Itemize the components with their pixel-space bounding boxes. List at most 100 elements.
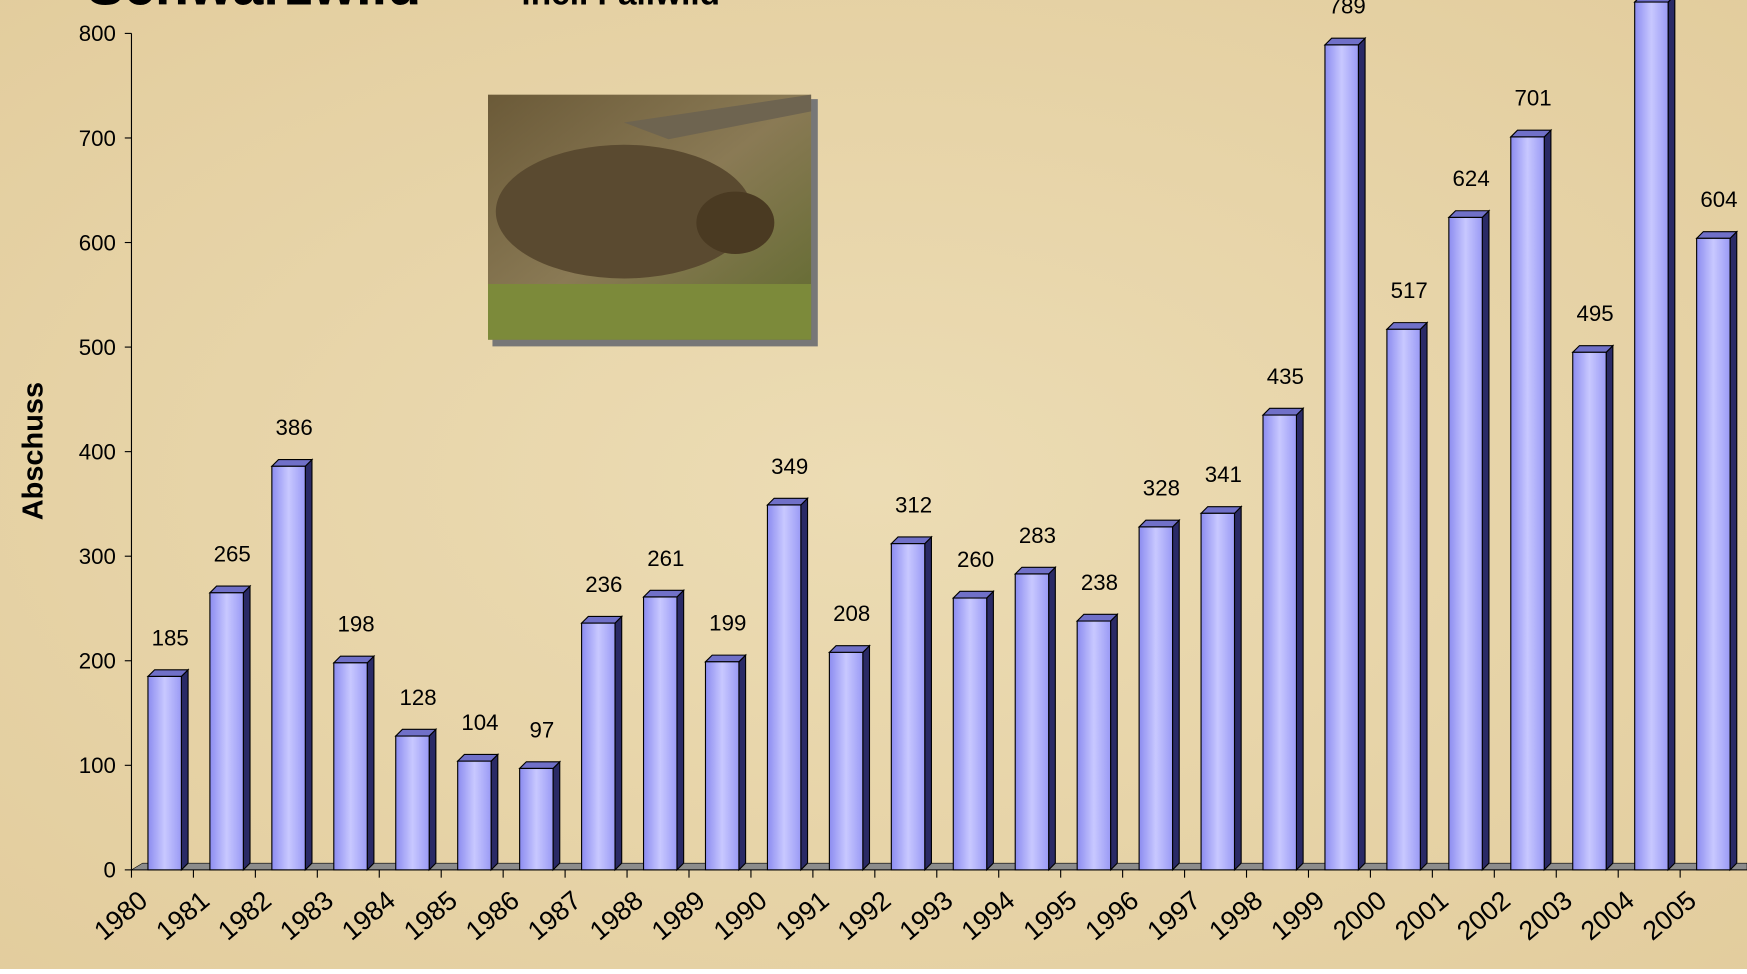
value-label: 604 xyxy=(1700,187,1737,212)
y-tick-label: 600 xyxy=(79,230,116,255)
bar-side xyxy=(491,754,498,869)
bar-top xyxy=(396,729,436,736)
bar xyxy=(953,598,986,870)
bar-side xyxy=(181,670,188,870)
bar-top xyxy=(644,590,684,597)
bar-side xyxy=(1668,0,1675,870)
bar xyxy=(829,652,862,869)
bar-top xyxy=(1449,211,1489,218)
bar xyxy=(458,761,491,870)
value-label: 199 xyxy=(709,611,746,636)
bar-side xyxy=(1358,38,1365,870)
y-tick-label: 400 xyxy=(79,439,116,464)
value-label: 97 xyxy=(530,717,555,742)
chart-subtitle: incl. Fallwild xyxy=(521,0,720,12)
bar-side xyxy=(1606,346,1613,870)
bar xyxy=(396,736,429,870)
bar-side xyxy=(925,537,932,870)
bar xyxy=(582,623,615,870)
bar-top xyxy=(1573,346,1613,353)
value-label: 328 xyxy=(1143,476,1180,501)
bar xyxy=(1573,352,1606,870)
bar xyxy=(1511,137,1544,870)
bar xyxy=(1635,2,1668,870)
value-label: 208 xyxy=(833,601,870,626)
bar-side xyxy=(987,591,994,870)
bar xyxy=(210,593,243,870)
bar-top xyxy=(1139,520,1179,527)
y-tick-label: 700 xyxy=(79,126,116,151)
bar xyxy=(520,768,553,869)
bar-top xyxy=(148,670,188,677)
bar-side xyxy=(677,590,684,870)
bar-side xyxy=(243,586,250,870)
y-tick-label: 300 xyxy=(79,544,116,569)
bar xyxy=(1263,415,1296,870)
bar-side xyxy=(1296,408,1303,870)
bar xyxy=(1449,217,1482,869)
bar xyxy=(767,505,800,870)
page: {"chart_data": {"type": "bar", "title": … xyxy=(0,0,1747,969)
bar-side xyxy=(801,498,808,870)
value-label: 261 xyxy=(647,546,684,571)
bar-top xyxy=(334,656,374,663)
bar-top xyxy=(953,591,993,598)
bar-top xyxy=(210,586,250,593)
bar-top xyxy=(705,655,745,662)
bar-side xyxy=(429,729,436,870)
bar xyxy=(1697,238,1730,870)
value-label: 349 xyxy=(771,454,808,479)
bar-top xyxy=(1511,130,1551,137)
value-label: 517 xyxy=(1391,278,1428,303)
value-label: 185 xyxy=(152,625,189,650)
bar-side xyxy=(1234,507,1241,870)
bar xyxy=(644,597,677,870)
bar-top xyxy=(1325,38,1365,45)
bar-top xyxy=(829,646,869,653)
value-label: 341 xyxy=(1205,462,1242,487)
bar-top xyxy=(520,762,560,769)
value-label: 701 xyxy=(1515,86,1552,111)
value-label: 260 xyxy=(957,547,994,572)
bar-top xyxy=(1201,507,1241,514)
value-label: 312 xyxy=(895,492,932,517)
y-tick-label: 500 xyxy=(79,335,116,360)
bar-side xyxy=(553,762,560,870)
bar xyxy=(1015,574,1048,870)
bar xyxy=(272,466,305,870)
y-tick-label: 100 xyxy=(79,753,116,778)
y-tick-label: 0 xyxy=(103,858,115,883)
bar-side xyxy=(1173,520,1180,870)
bar-top xyxy=(1697,232,1737,239)
value-label: 198 xyxy=(338,612,375,637)
bar-side xyxy=(1730,232,1737,870)
value-label: 495 xyxy=(1576,301,1613,326)
value-label: 128 xyxy=(399,685,436,710)
value-label: 435 xyxy=(1267,364,1304,389)
value-label: 789 xyxy=(1329,0,1366,19)
bar-side xyxy=(1049,567,1056,870)
bar-top xyxy=(1015,567,1055,574)
y-tick-label: 800 xyxy=(79,21,116,46)
value-label: 265 xyxy=(214,542,251,567)
bar-side xyxy=(1420,323,1427,870)
bar xyxy=(334,663,367,870)
bar-top xyxy=(1387,323,1427,330)
y-tick-label: 200 xyxy=(79,649,116,674)
bar-side xyxy=(1111,614,1118,870)
bar xyxy=(1139,527,1172,870)
value-label: 624 xyxy=(1453,166,1490,191)
bar xyxy=(1387,329,1420,870)
bar-side xyxy=(615,616,622,869)
bar-top xyxy=(1077,614,1117,621)
bar-top xyxy=(458,754,498,761)
bar-side xyxy=(305,460,312,870)
bar-top xyxy=(767,498,807,505)
chart: Schwarzwild incl. Fallwild Abschuss 0100… xyxy=(0,0,1747,969)
value-label: 104 xyxy=(461,710,498,735)
bar-side xyxy=(1544,130,1551,870)
chart-title: Schwarzwild xyxy=(87,0,421,16)
bar-side xyxy=(739,655,746,870)
bar-top xyxy=(1263,408,1303,415)
bar xyxy=(891,544,924,870)
